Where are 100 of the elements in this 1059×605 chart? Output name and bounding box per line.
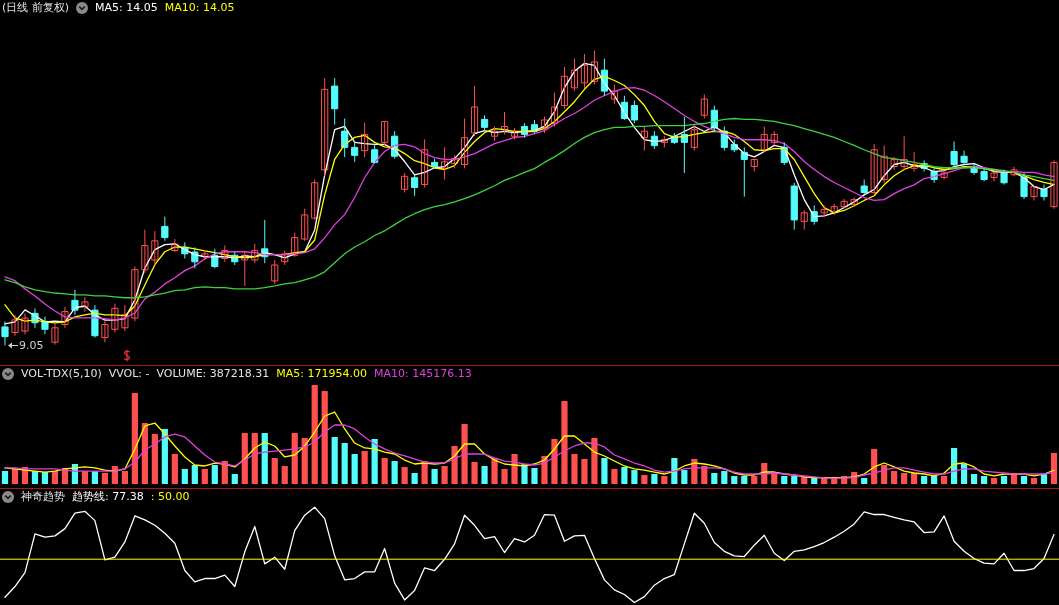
bar	[591, 437, 598, 484]
bar	[681, 470, 688, 484]
bar	[641, 474, 648, 484]
bar	[271, 457, 278, 484]
bar	[11, 468, 19, 484]
bar	[921, 475, 928, 484]
bar	[581, 458, 588, 484]
bar	[990, 477, 998, 484]
bar	[1000, 475, 1008, 484]
bar	[631, 470, 638, 484]
bar	[401, 466, 408, 484]
candlestick	[990, 171, 998, 182]
bar	[501, 468, 508, 484]
bar	[191, 464, 198, 484]
bar	[41, 472, 49, 484]
text: MA5: 14.05	[95, 1, 158, 14]
text: VOLUME: 387218.31	[156, 367, 270, 380]
bar	[281, 465, 288, 484]
bar	[491, 457, 498, 484]
bar	[181, 468, 188, 484]
bar	[341, 443, 348, 484]
bar	[980, 475, 988, 484]
bar	[1040, 474, 1048, 484]
bar	[291, 433, 298, 484]
bar	[911, 473, 918, 484]
bar	[461, 424, 468, 484]
bar	[881, 464, 888, 484]
text: MA5: 171954.00	[276, 367, 367, 380]
bar	[970, 474, 978, 484]
bar	[511, 454, 518, 484]
text: MA10: 14.05	[164, 1, 235, 14]
bar	[431, 468, 438, 484]
bar	[611, 468, 618, 484]
bar	[231, 474, 238, 484]
bar	[481, 465, 488, 484]
bar	[381, 457, 388, 484]
bar	[561, 401, 568, 484]
candlestick	[161, 216, 169, 242]
bar	[1, 471, 9, 484]
bar	[121, 471, 128, 484]
bar	[351, 454, 358, 484]
bar	[941, 475, 948, 484]
chart-title: (日线 前复权)	[2, 1, 70, 14]
bar	[1030, 477, 1038, 484]
bar	[901, 473, 908, 484]
bar	[311, 385, 318, 484]
bar	[51, 471, 59, 484]
bar	[301, 437, 308, 484]
bar	[531, 467, 538, 484]
bar	[661, 475, 668, 484]
bar	[211, 464, 218, 484]
bar	[651, 474, 658, 484]
bar	[441, 465, 448, 484]
bar	[31, 471, 39, 484]
bar	[621, 466, 628, 484]
chart-title: VOL-TDX(5,10)	[21, 367, 102, 380]
candlestick	[860, 179, 868, 195]
bar	[261, 433, 268, 484]
bar	[471, 462, 478, 484]
bar	[151, 434, 158, 484]
bar	[891, 471, 898, 484]
bar	[91, 471, 99, 484]
bar	[601, 457, 608, 484]
bar	[771, 474, 778, 484]
annotation: 9.05	[18, 338, 44, 352]
bar	[101, 473, 108, 484]
bar	[131, 393, 138, 484]
bar	[1020, 475, 1028, 484]
bar	[951, 447, 958, 484]
series-label: 趋势线: 77.38	[72, 490, 144, 503]
bar	[721, 471, 728, 484]
bar	[731, 475, 738, 484]
text: VVOL: -	[108, 367, 150, 380]
bar	[571, 454, 578, 484]
text: MA10: 145176.13	[373, 367, 472, 380]
bar	[451, 445, 458, 484]
bar	[171, 454, 178, 484]
bar	[551, 438, 558, 484]
bar	[741, 475, 748, 484]
chart-title: 神奇趋势	[21, 490, 65, 503]
bar	[671, 457, 678, 484]
bar	[781, 475, 788, 484]
bar	[391, 461, 398, 484]
candlestick	[870, 143, 878, 195]
bar	[81, 471, 89, 484]
bar	[221, 461, 228, 484]
bar	[861, 477, 868, 484]
bar	[361, 451, 368, 484]
text: : 50.00	[150, 490, 190, 503]
bar	[411, 473, 418, 484]
bar	[141, 423, 148, 484]
bar	[201, 468, 208, 484]
bar	[241, 433, 248, 484]
bar	[931, 475, 938, 484]
bar	[521, 464, 528, 484]
bar	[251, 433, 258, 484]
bar	[711, 473, 718, 484]
bar	[371, 438, 378, 484]
bar	[1050, 453, 1058, 484]
bar	[331, 436, 338, 484]
